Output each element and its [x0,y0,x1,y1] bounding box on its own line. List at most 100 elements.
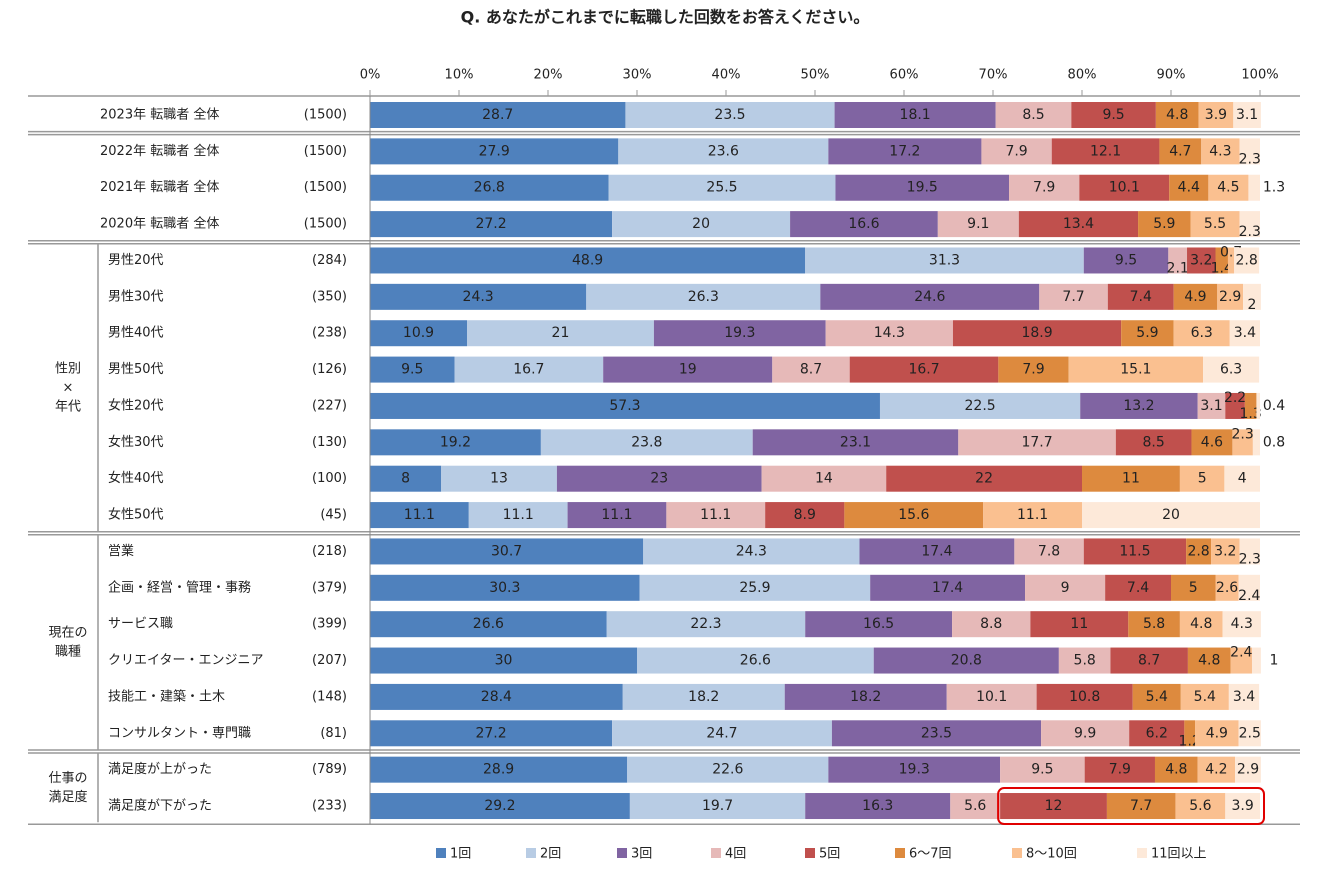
sample-size: (1500) [304,180,347,195]
value-label: 23 [650,471,668,487]
value-label: 19.2 [440,434,471,450]
value-label: 27.2 [475,725,506,741]
bar-segment [370,429,541,456]
sample-size: (399) [312,617,347,632]
value-label: 4.8 [1166,107,1188,123]
value-label: 5.6 [1189,798,1211,814]
value-label: 25.5 [706,180,737,196]
bar-segment [1229,320,1260,347]
legend-label: 3回 [631,847,652,862]
value-label: 21 [552,325,570,341]
bar-segment [606,611,806,638]
value-label: 13.4 [1063,216,1094,232]
value-label: 19.3 [724,325,755,341]
value-label: 26.6 [740,653,771,669]
sample-size: (1500) [304,144,347,159]
bar-segment [1224,465,1260,492]
value-label: 57.3 [609,398,640,414]
bar-segment [1175,793,1226,820]
bar-segment [1083,247,1169,274]
bar-segment [1041,720,1130,747]
value-label: 26.6 [473,616,504,632]
legend-label: 4回 [725,847,746,862]
bar-segment [1129,720,1185,747]
value-label: 17.4 [932,580,963,596]
category-label: 男性40代 [108,326,164,341]
x-tick-label: 40% [712,68,741,83]
value-label: 26.8 [474,180,505,196]
bar-segment [981,138,1052,165]
bar-segment [370,720,613,747]
value-label: 11.5 [1119,543,1150,559]
sample-size: (130) [312,435,347,450]
value-label: 4.8 [1190,616,1212,632]
value-label: 29.2 [484,798,515,814]
value-label: 11.1 [404,507,435,523]
x-tick-label: 50% [801,68,830,83]
value-label: 3.2 [1214,543,1236,559]
bar-segment [612,211,791,238]
value-label: 22.3 [690,616,721,632]
bar-segment [1251,647,1261,674]
value-label: 19.3 [899,762,930,778]
bar-segment [370,574,640,601]
bar-segment [603,356,773,383]
bar-segment [622,683,785,710]
value-label: 26.3 [688,289,719,305]
legend-swatch [711,848,721,858]
bar-segment [1173,283,1218,310]
group-label: 現在の [48,625,87,640]
group-label: 満足度 [48,789,87,805]
bar-segment [998,356,1069,383]
sample-size: (238) [312,326,347,341]
bar-segment [1215,574,1239,601]
category-label: サービス職 [108,617,173,632]
legend-swatch [1012,848,1022,858]
legend-label: 6～7回 [909,847,952,862]
bar-segment [1222,611,1261,638]
bar-segment [950,793,1001,820]
bar-segment [1233,102,1261,128]
bar-segment [873,647,1059,674]
bar-segment [784,683,947,710]
value-label: 28.4 [481,689,512,705]
value-label: 23.5 [714,107,745,123]
sample-size: (284) [312,253,347,268]
value-label: 2.8 [1236,252,1258,268]
bar-segment [1211,538,1240,565]
value-label: 20.8 [951,653,982,669]
value-label: 5.9 [1153,216,1175,232]
bar-segment [828,756,1001,783]
bar-segment [370,138,619,165]
value-label: 16.5 [863,616,894,632]
bar-segment [1107,283,1174,310]
bar-segment [370,283,587,310]
value-label: 22.5 [965,398,996,414]
bar-segment [790,211,938,238]
x-tick-label: 20% [534,68,563,83]
bar-segment [370,247,806,274]
value-label: 2.6 [1216,580,1238,596]
category-label: 男性50代 [108,362,164,377]
bar-segment [1235,756,1261,783]
bar-segment [1203,356,1260,383]
value-label: 18.9 [1021,325,1052,341]
value-label: 4.7 [1169,143,1191,159]
value-label: 11.1 [1017,507,1048,523]
category-label: 男性30代 [108,289,164,304]
value-label: 18.2 [688,689,719,705]
bar-segment [1155,102,1199,128]
value-label: 10.1 [976,689,1007,705]
x-tick-label: 80% [1068,68,1097,83]
bar-segment [1082,465,1180,492]
x-tick-label: 30% [623,68,652,83]
value-label: 23.5 [921,725,952,741]
value-label: 7.9 [1033,180,1055,196]
group-label: 性別 [55,361,81,376]
value-label: 2.9 [1219,289,1241,305]
value-label: 2.4 [1238,588,1260,604]
category-label: 技能工・建築・土木 [108,689,225,704]
bar-segment [1198,102,1234,128]
bar-segment [1239,211,1260,238]
value-label: 12 [1045,798,1063,814]
